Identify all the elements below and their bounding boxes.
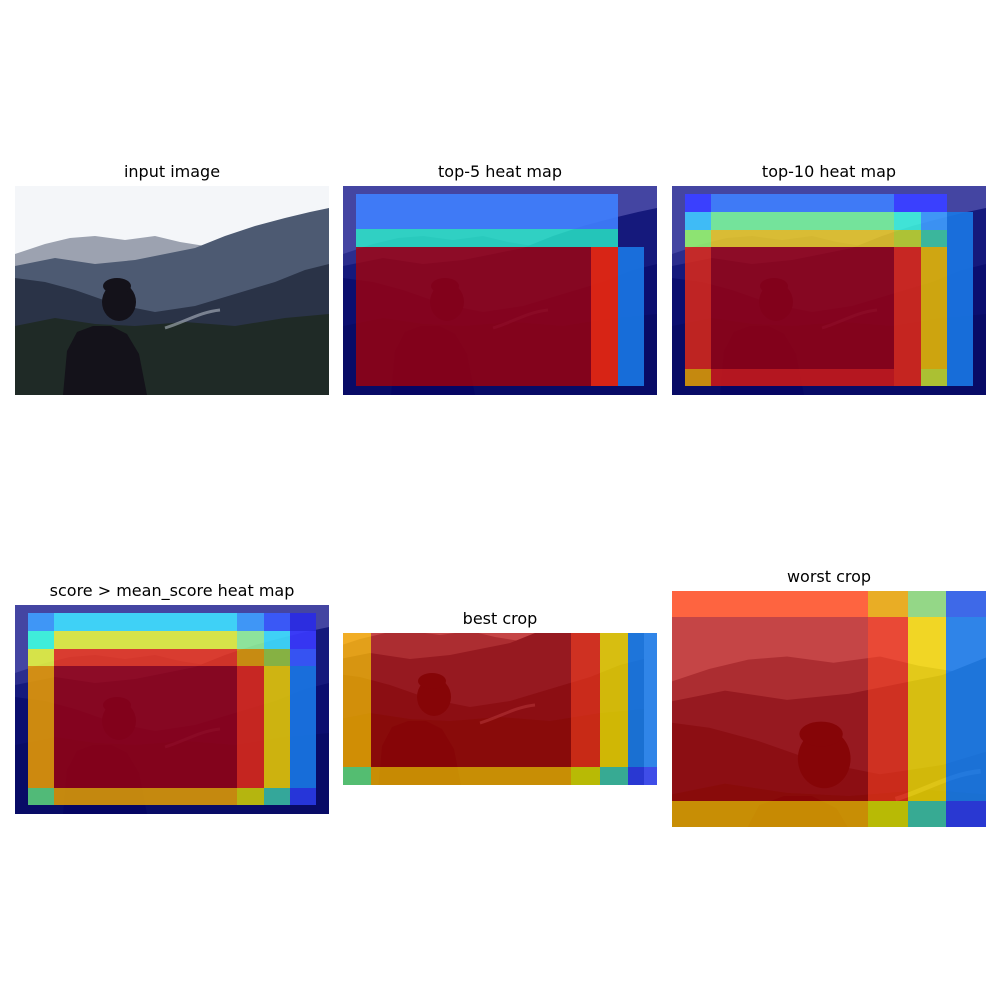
heat-core-red bbox=[371, 633, 571, 767]
heat-row2-yellow bbox=[54, 631, 237, 649]
worst-crop bbox=[672, 591, 986, 827]
heat-top-red bbox=[672, 591, 868, 617]
panel-title-best: best crop bbox=[343, 609, 657, 628]
heat-row-cyan-left bbox=[685, 212, 711, 230]
heat-top-corner-left bbox=[685, 194, 711, 212]
heat-bottom-orange bbox=[685, 369, 711, 386]
heat-top-blue bbox=[946, 591, 986, 617]
heat-bottom-orange bbox=[371, 767, 571, 785]
heat-bottom-red-2 bbox=[894, 369, 921, 386]
heat-bottom-green bbox=[28, 788, 54, 805]
heat-top-corner-right bbox=[894, 194, 947, 212]
best-crop-panel bbox=[343, 633, 657, 785]
heat-bottom-yellow bbox=[237, 788, 264, 805]
heat-column-blue bbox=[290, 666, 316, 788]
heat-top-row-blue-left bbox=[28, 613, 54, 631]
heat-row2-blue-corner bbox=[290, 631, 316, 649]
heat-column-blue bbox=[946, 617, 986, 801]
person-hair bbox=[103, 278, 131, 294]
heat-bottom-orange bbox=[672, 801, 868, 827]
heat-column-yellow bbox=[264, 666, 290, 788]
heat-bottom-blue bbox=[290, 788, 316, 805]
panel-title-mean: score > mean_score heat map bbox=[15, 581, 329, 600]
panel-title-input: input image bbox=[15, 162, 329, 181]
heat-top-row-cyan bbox=[54, 613, 237, 631]
heat-column-red bbox=[868, 617, 908, 801]
panel-title-top10: top-10 heat map bbox=[672, 162, 986, 181]
heat-column-red bbox=[237, 666, 264, 788]
heat-band-blue bbox=[356, 194, 618, 229]
heat-bottom-yellowgreen bbox=[921, 369, 947, 386]
worst-crop-panel bbox=[672, 591, 986, 827]
heat-row-teal bbox=[921, 230, 947, 247]
heat-top-row-blue-right bbox=[264, 613, 290, 631]
heat-row-blue-right bbox=[921, 212, 947, 230]
heat-right-blue bbox=[947, 212, 973, 386]
heat-bottom-yellow bbox=[571, 767, 600, 785]
heat-left-orange bbox=[28, 666, 54, 788]
heat-row3-blue-corner bbox=[290, 649, 316, 666]
top5-heat-map bbox=[343, 186, 657, 395]
top5-heat-map-panel bbox=[343, 186, 657, 395]
heat-row-yellow bbox=[711, 230, 894, 247]
heat-bottom-green bbox=[343, 767, 371, 785]
heat-row2-cyan-right bbox=[264, 631, 290, 649]
panel-title-worst: worst crop bbox=[672, 567, 986, 586]
heat-column-red bbox=[894, 247, 921, 369]
heat-column-yellow bbox=[908, 617, 946, 801]
heat-left-orange bbox=[343, 633, 371, 767]
heat-row-yellowgreen bbox=[894, 230, 921, 247]
heat-core-red bbox=[356, 247, 618, 386]
heat-core-red bbox=[711, 247, 894, 369]
heat-column-red bbox=[571, 633, 600, 767]
heat-core-red bbox=[672, 617, 868, 801]
heat-column-red bbox=[591, 247, 618, 386]
heat-left-red bbox=[685, 247, 711, 369]
top10-heat-map-panel bbox=[672, 186, 986, 395]
heat-bottom-red bbox=[711, 369, 894, 386]
heat-row2-cyan-left bbox=[28, 631, 54, 649]
heat-row-lightgreen-left bbox=[685, 230, 711, 247]
heat-column-blue bbox=[618, 247, 644, 386]
heat-column-yellow bbox=[600, 633, 628, 767]
heat-bottom-teal bbox=[600, 767, 628, 785]
heat-column-yellow bbox=[921, 247, 947, 369]
heat-row-green bbox=[711, 212, 894, 230]
heat-row3-yellow-left bbox=[28, 649, 54, 666]
scene bbox=[15, 186, 329, 395]
heat-bottom-yellow bbox=[868, 801, 908, 827]
input-image bbox=[15, 186, 329, 395]
heat-row3-green bbox=[264, 649, 290, 666]
heat-bottom-blue bbox=[628, 767, 657, 785]
heat-column-blue bbox=[628, 633, 657, 767]
heat-bottom-orange bbox=[54, 788, 237, 805]
heat-top-row-blue-mid bbox=[237, 613, 264, 631]
heat-row2-lightgreen bbox=[237, 631, 264, 649]
mean-score-heat-map bbox=[15, 605, 329, 814]
input-image-panel bbox=[15, 186, 329, 395]
heat-row-cyan-right bbox=[894, 212, 921, 230]
mean-score-heat-map-panel bbox=[15, 605, 329, 814]
heat-band-cyan bbox=[356, 229, 618, 247]
best-crop bbox=[343, 633, 657, 785]
heat-top-row-blue-corner bbox=[290, 613, 316, 631]
heat-bottom-teal bbox=[908, 801, 946, 827]
heat-row3-red bbox=[54, 649, 237, 666]
panel-title-top5: top-5 heat map bbox=[343, 162, 657, 181]
heat-row3-orange bbox=[237, 649, 264, 666]
heat-top-green bbox=[908, 591, 946, 617]
heat-bottom-blue bbox=[946, 801, 986, 827]
heat-core-red bbox=[54, 666, 237, 788]
heat-bottom-teal bbox=[264, 788, 290, 805]
top10-heat-map bbox=[672, 186, 986, 395]
heat-top-orange bbox=[868, 591, 908, 617]
